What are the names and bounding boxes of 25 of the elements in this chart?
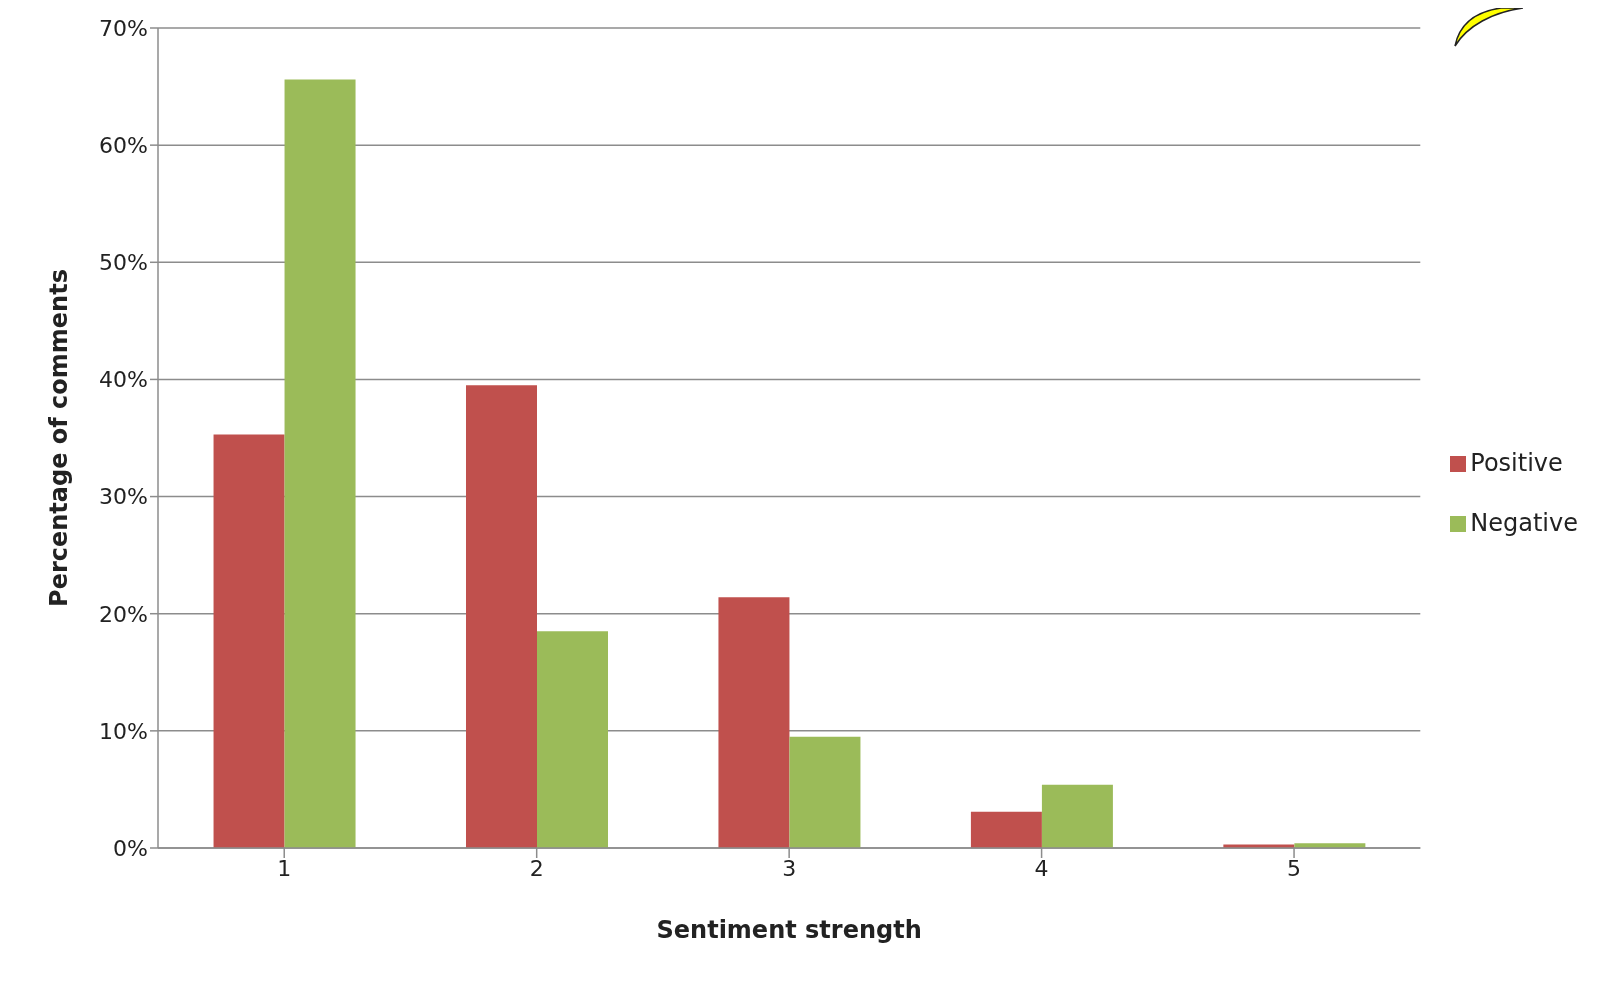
y-tick-label: 60% — [99, 132, 148, 158]
bar — [970, 811, 1042, 848]
x-tick-label: 3 — [782, 855, 797, 881]
x-axis-title: Sentiment strength — [656, 916, 922, 944]
y-tick-label: 20% — [99, 601, 148, 627]
bar — [1041, 784, 1113, 848]
x-tick-label: 2 — [529, 855, 544, 881]
bar — [213, 434, 285, 848]
bar — [789, 736, 861, 848]
bar — [466, 385, 537, 848]
y-tick-label: 10% — [99, 718, 148, 744]
x-tick-label: 5 — [1287, 855, 1302, 881]
bar — [537, 631, 608, 848]
y-tick-label: 40% — [99, 367, 148, 393]
y-axis-title: Percentage of comments — [44, 269, 73, 607]
y-tick-label: 30% — [99, 484, 148, 510]
bar — [284, 79, 356, 848]
y-tick-label: 0% — [113, 835, 148, 861]
y-tick-label: 50% — [99, 250, 148, 276]
y-tick-label: 70% — [99, 15, 148, 41]
x-tick-label: 1 — [277, 855, 292, 881]
legend-label: Negative — [1470, 509, 1578, 537]
x-tick-label: 4 — [1034, 855, 1049, 881]
legend-label: Positive — [1470, 449, 1563, 477]
bar — [718, 597, 790, 848]
